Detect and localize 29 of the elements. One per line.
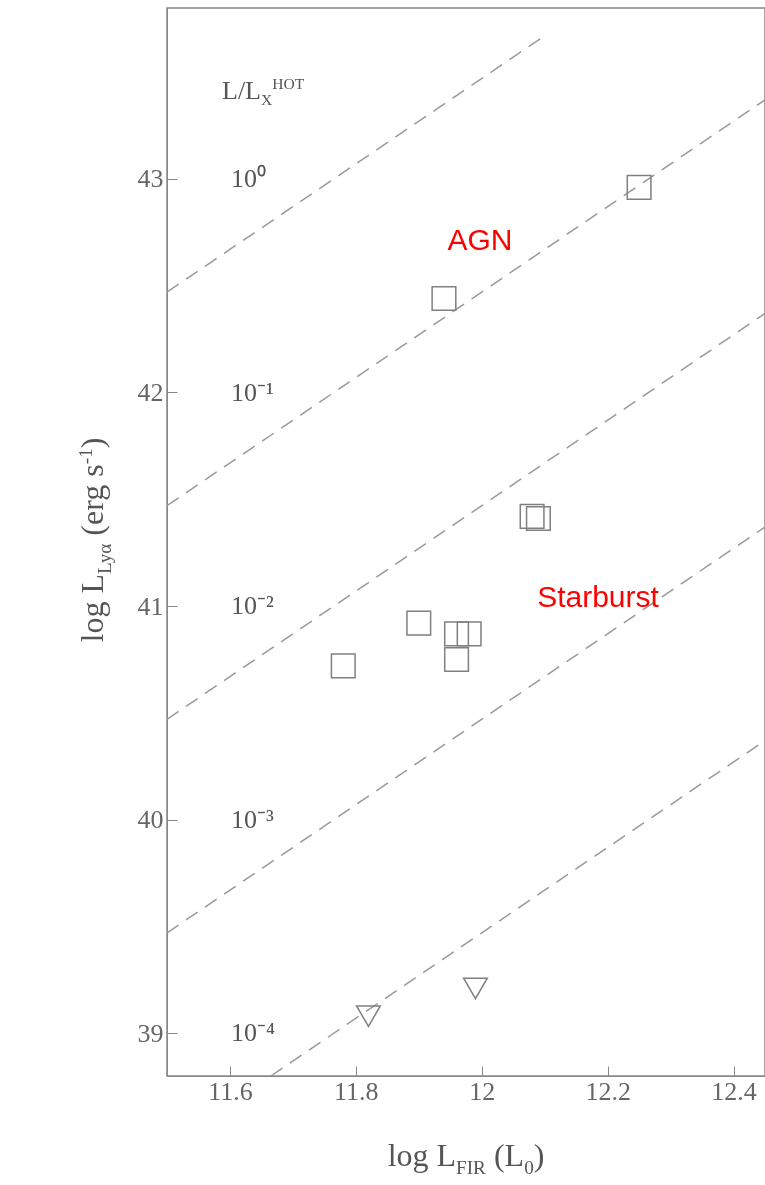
- x-tick-label: 12: [469, 1076, 496, 1106]
- y-tick-label: 42: [137, 377, 164, 407]
- point: [456, 621, 482, 647]
- point: [626, 174, 652, 201]
- series-label: 10⁰: [231, 164, 266, 194]
- point: [406, 610, 432, 636]
- point: [431, 285, 457, 312]
- x-axis-title: log L$_{FIR}$ (L$_{0}$): [387, 1137, 545, 1179]
- point: [443, 646, 470, 673]
- series-label: 10⁻³: [231, 804, 274, 834]
- point: [355, 1005, 382, 1028]
- y-tick-label: 40: [137, 805, 164, 835]
- x-tick-label: 12.4: [711, 1076, 757, 1106]
- series-label: 10⁻¹: [231, 377, 274, 407]
- point: [462, 977, 489, 1000]
- annotation: AGN: [447, 223, 513, 257]
- y-tick-label: 43: [137, 164, 164, 194]
- x-tick-label: 11.8: [334, 1076, 379, 1106]
- annotation: Starburst: [537, 580, 659, 614]
- x-tick-label: 12.2: [585, 1076, 631, 1106]
- series-label: 10⁻⁴: [231, 1018, 276, 1048]
- y-tick-label: 41: [137, 591, 164, 621]
- point: [519, 503, 545, 529]
- point: [330, 653, 356, 679]
- series-label: 10⁻²: [231, 591, 274, 621]
- point: [443, 621, 470, 647]
- x-tick-label: 11.6: [208, 1076, 253, 1106]
- point: [525, 505, 551, 532]
- y-tick-label: 39: [137, 1018, 164, 1048]
